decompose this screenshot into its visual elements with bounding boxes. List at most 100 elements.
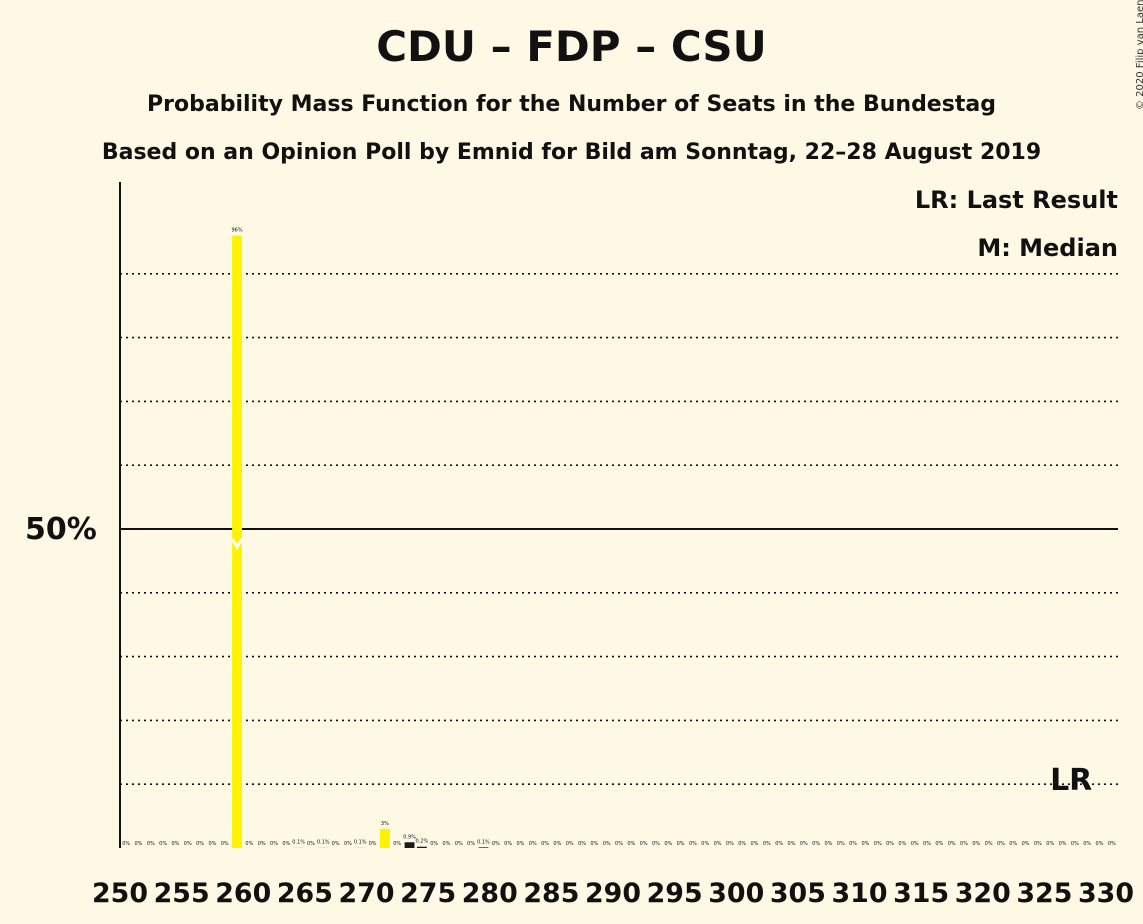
x-tick-label: 330 xyxy=(1078,878,1134,909)
bar-value-label: 0% xyxy=(135,841,143,847)
bar-value-label: 0% xyxy=(122,841,130,847)
bar-value-label: 0% xyxy=(455,841,463,847)
bar-value-label: 0% xyxy=(258,841,266,847)
bar-value-label: 0% xyxy=(751,841,759,847)
x-tick-label: 290 xyxy=(585,878,641,909)
bar-value-label: 0% xyxy=(849,841,857,847)
bar-value-label: 0% xyxy=(677,841,685,847)
bar-value-label: 0% xyxy=(282,841,290,847)
bar-value-label: 0% xyxy=(1034,841,1042,847)
x-tick-label: 275 xyxy=(400,878,456,909)
bar-value-label: 0% xyxy=(393,841,401,847)
legend-last-result: LR: Last Result xyxy=(914,186,1118,214)
bar-value-label: 0% xyxy=(923,841,931,847)
x-tick-label: 315 xyxy=(893,878,949,909)
bar-value-label: 0.1% xyxy=(477,839,490,845)
bar-value-label: 0.1% xyxy=(317,839,330,845)
x-tick-label: 285 xyxy=(523,878,579,909)
bar-value-label: 0.1% xyxy=(292,839,305,845)
last-result-marker: LR xyxy=(1050,763,1092,798)
x-tick-label: 295 xyxy=(647,878,703,909)
bar-value-label: 0% xyxy=(1059,841,1067,847)
bar xyxy=(293,847,304,848)
bar-value-label: 0% xyxy=(874,841,882,847)
bar-value-label: 0% xyxy=(344,841,352,847)
bar xyxy=(404,842,415,848)
bar-value-label: 0% xyxy=(590,841,598,847)
x-tick-label: 270 xyxy=(339,878,395,909)
bar-value-label: 0.2% xyxy=(416,839,429,845)
bar-value-label: 0% xyxy=(1083,841,1091,847)
bar-value-label: 0% xyxy=(837,841,845,847)
bar-value-label: 0% xyxy=(171,841,179,847)
bar xyxy=(318,847,329,848)
legend-median: M: Median xyxy=(977,234,1118,262)
bar-value-label: 0% xyxy=(270,841,278,847)
x-tick-label: 325 xyxy=(1016,878,1072,909)
bar-value-label: 0% xyxy=(159,841,167,847)
bar-value-label: 0% xyxy=(627,841,635,847)
x-tick-label: 320 xyxy=(955,878,1011,909)
bar-value-label: 0% xyxy=(553,841,561,847)
bar-value-label: 0% xyxy=(541,841,549,847)
bar-value-label: 3% xyxy=(381,821,389,827)
bar-value-label: 0% xyxy=(208,841,216,847)
chart-title: CDU – FDP – CSU xyxy=(376,22,767,71)
bar-value-label: 0% xyxy=(184,841,192,847)
bar xyxy=(379,828,390,848)
x-tick-label: 265 xyxy=(277,878,333,909)
bar-value-label: 0% xyxy=(1071,841,1079,847)
bar-value-label: 0% xyxy=(504,841,512,847)
bar-value-label: 0% xyxy=(689,841,697,847)
bar-value-label: 0% xyxy=(147,841,155,847)
bar-value-label: 0% xyxy=(467,841,475,847)
bar-value-label: 0% xyxy=(824,841,832,847)
bar-value-label: 0% xyxy=(738,841,746,847)
bar-value-label: 0% xyxy=(812,841,820,847)
bar-value-label: 0% xyxy=(800,841,808,847)
bar-value-label: 0% xyxy=(640,841,648,847)
median-marker xyxy=(230,538,244,550)
bar-value-label: 0% xyxy=(726,841,734,847)
bar-value-label: 0% xyxy=(443,841,451,847)
bar-value-label: 0% xyxy=(578,841,586,847)
bar-value-label: 0% xyxy=(788,841,796,847)
bar-value-label: 0% xyxy=(430,841,438,847)
bar-value-label: 0% xyxy=(369,841,377,847)
bar-value-label: 96% xyxy=(231,228,242,234)
bar xyxy=(232,235,242,848)
bar-value-label: 0% xyxy=(985,841,993,847)
bar-value-label: 0% xyxy=(948,841,956,847)
x-tick-label: 280 xyxy=(462,878,518,909)
bar-value-label: 0% xyxy=(898,841,906,847)
bar xyxy=(478,847,489,848)
bar-value-label: 0% xyxy=(1046,841,1054,847)
bar-value-label: 0% xyxy=(886,841,894,847)
bar-value-label: 0% xyxy=(775,841,783,847)
bar-value-label: 0% xyxy=(615,841,623,847)
bar-value-label: 0% xyxy=(997,841,1005,847)
bar-value-label: 0% xyxy=(307,841,315,847)
bar-value-label: 0% xyxy=(332,841,340,847)
bar-value-label: 0% xyxy=(714,841,722,847)
bar-value-label: 0% xyxy=(529,841,537,847)
bar-value-label: 0% xyxy=(960,841,968,847)
bar-value-label: 0% xyxy=(701,841,709,847)
bar-value-label: 0% xyxy=(935,841,943,847)
x-tick-label: 250 xyxy=(92,878,148,909)
chart-subtitle: Probability Mass Function for the Number… xyxy=(147,92,996,117)
x-tick-label: 260 xyxy=(215,878,271,909)
bar-value-label: 0% xyxy=(221,841,229,847)
bar xyxy=(355,847,366,848)
bar xyxy=(416,846,427,848)
bar-value-label: 0% xyxy=(245,841,253,847)
chart-source-line: Based on an Opinion Poll by Emnid for Bi… xyxy=(101,140,1042,165)
bar-value-label: 0% xyxy=(516,841,524,847)
x-tick-label: 310 xyxy=(832,878,888,909)
bar-value-label: 0% xyxy=(972,841,980,847)
bar-value-label: 0% xyxy=(196,841,204,847)
bar-value-label: 0% xyxy=(1022,841,1030,847)
bar-value-label: 0% xyxy=(566,841,574,847)
bar-value-label: 0% xyxy=(492,841,500,847)
